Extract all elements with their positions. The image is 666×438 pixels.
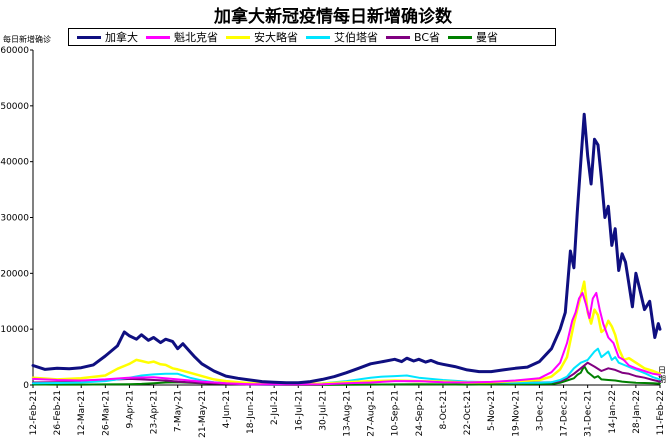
series-line-曼省: [32, 365, 661, 386]
legend-swatch: [146, 35, 170, 39]
y-tick-label: 20000: [0, 269, 29, 279]
legend-item: 曼省: [448, 29, 498, 45]
legend-label: 安大略省: [254, 31, 298, 44]
series-line-魁北克省: [32, 291, 661, 386]
x-tick-label: 18-Jun-21: [246, 390, 256, 434]
x-tick-label: 19-Nov-21: [511, 390, 521, 437]
x-tick-label: 14-Jan-22: [608, 390, 618, 434]
x-tick-label: 21-May-21: [198, 390, 208, 438]
x-tick-label: 10-Sep-21: [391, 390, 401, 436]
x-tick-label: 23-Apr-21: [150, 390, 160, 434]
x-tick-label: 8-Oct-21: [439, 390, 449, 430]
x-tick-label: 12-Mar-21: [77, 390, 87, 436]
legend-item: BC省: [386, 29, 440, 45]
legend-swatch: [306, 35, 330, 39]
legend-swatch: [386, 35, 410, 39]
x-tick-label: 2-Jul-21: [270, 390, 280, 425]
x-tick-label: 3-Dec-21: [535, 390, 545, 431]
legend-label: 艾伯塔省: [334, 31, 378, 44]
legend-label: 曼省: [476, 31, 499, 44]
x-tick-label: 13-Aug-21: [343, 390, 353, 437]
y-tick-label: 50000: [0, 102, 29, 112]
legend-item: 加拿大: [77, 29, 138, 45]
x-tick-label: 7-May-21: [174, 390, 184, 432]
chart-legend: 加拿大 魁北克省 安大略省 艾伯塔省 BC省 曼省: [68, 28, 556, 46]
legend-label: BC省: [414, 31, 441, 44]
x-tick-label: 16-Jul-21: [294, 390, 304, 431]
legend-swatch: [448, 35, 473, 39]
chart-title: 加拿大新冠疫情每日新增确诊数: [214, 7, 452, 27]
x-tick-label: 12-Feb-21: [29, 390, 39, 435]
y-tick-label: 40000: [0, 158, 29, 168]
x-axis-unit-label: 日期: [658, 366, 666, 384]
legend-label: 加拿大: [105, 31, 138, 44]
legend-swatch: [226, 35, 250, 39]
x-tick-label: 26-Mar-21: [101, 390, 111, 436]
series-line-加拿大: [31, 112, 662, 385]
legend-swatch: [77, 35, 101, 39]
x-tick-label: 31-Dec-21: [584, 390, 594, 437]
x-tick-label: 30-Jul-21: [318, 390, 328, 431]
y-axis-label: 每日新增确诊: [3, 35, 51, 44]
x-tick-label: 5-Nov-21: [487, 390, 497, 431]
y-tick-label: 30000: [0, 214, 29, 224]
x-tick-label: 27-Aug-21: [367, 390, 377, 437]
x-tick-label: 4-Jun-21: [222, 390, 232, 428]
x-tick-label: 11-Feb-22: [656, 390, 666, 435]
legend-item: 艾伯塔省: [306, 29, 378, 45]
x-tick-label: 9-Apr-21: [125, 390, 135, 428]
y-tick-label: 10000: [0, 325, 29, 335]
y-tick-label: 0: [23, 381, 29, 391]
y-tick-label: 60000: [0, 46, 29, 56]
series-line-艾伯塔省: [32, 347, 661, 386]
x-tick-label: 26-Feb-21: [53, 390, 63, 435]
x-tick-label: 17-Dec-21: [560, 390, 570, 437]
x-tick-label: 22-Oct-21: [463, 390, 473, 435]
legend-item: 安大略省: [226, 29, 298, 45]
x-tick-label: 28-Jan-22: [632, 390, 642, 434]
legend-label: 魁北克省: [174, 31, 218, 44]
x-tick-label: 24-Sep-21: [415, 390, 425, 436]
legend-item: 魁北克省: [146, 29, 218, 45]
